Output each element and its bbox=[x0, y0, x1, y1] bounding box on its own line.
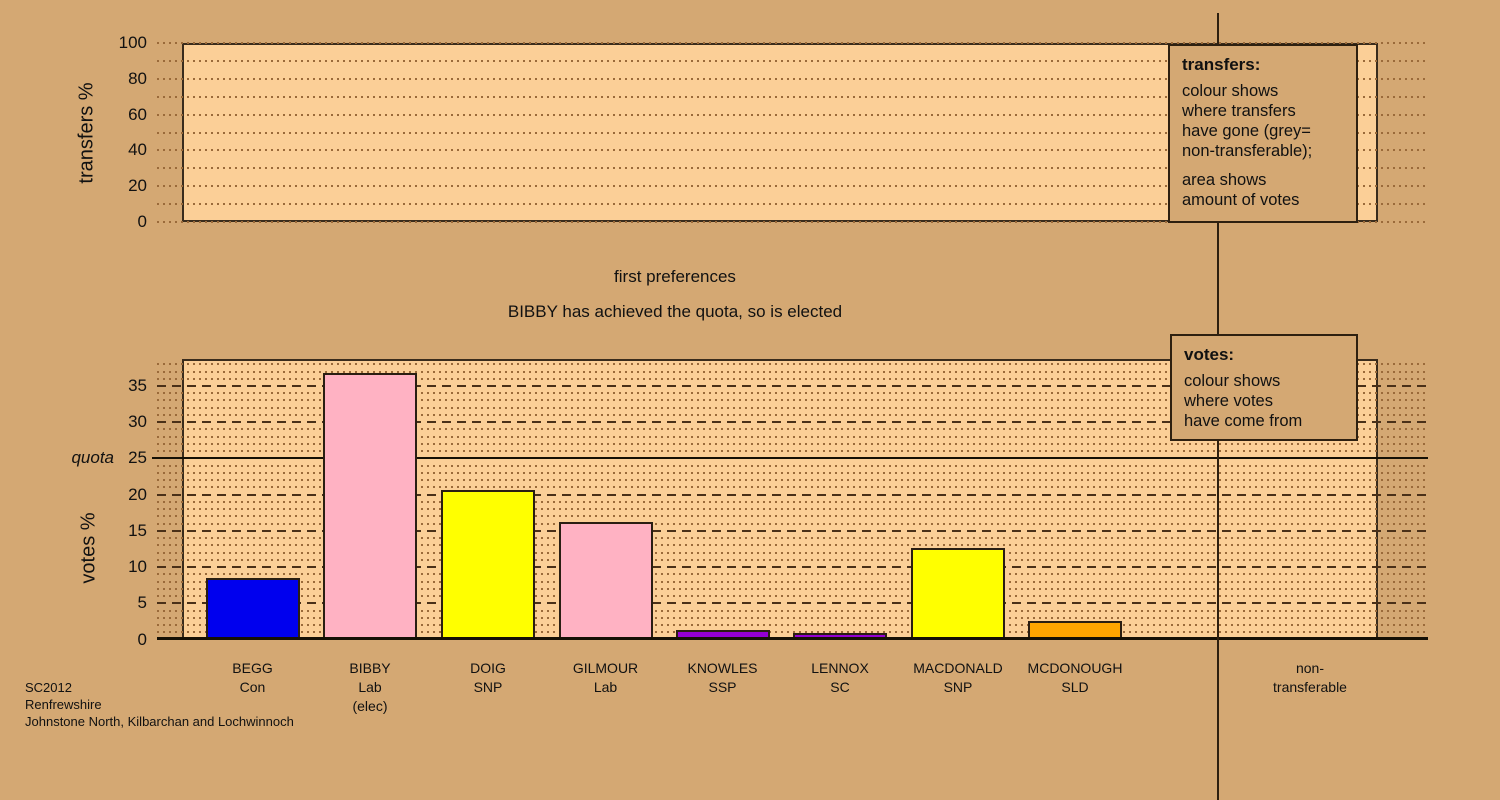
votes-minor-gridline bbox=[157, 392, 1428, 395]
votes-major-gridline bbox=[157, 384, 1428, 387]
votes-minor-gridline bbox=[157, 580, 1428, 583]
votes-minor-gridline bbox=[157, 471, 1428, 474]
votes-minor-gridline bbox=[157, 500, 1428, 503]
votes-minor-gridline bbox=[157, 450, 1428, 453]
category-label-gilmour: GILMOUR Lab bbox=[572, 660, 639, 695]
votes-minor-gridline bbox=[157, 631, 1428, 634]
votes-y-tick: 0 bbox=[137, 629, 147, 649]
category-label-knowles: KNOWLES SSP bbox=[687, 660, 758, 695]
votes-minor-gridline bbox=[157, 435, 1428, 438]
transfers-y-tick: 60 bbox=[128, 104, 147, 124]
transfers-gridline bbox=[157, 77, 1428, 80]
quota-label: quota bbox=[71, 448, 114, 467]
votes-minor-gridline bbox=[157, 515, 1428, 518]
bar-gilmour bbox=[558, 522, 653, 640]
votes-x-axis-line bbox=[157, 637, 1428, 640]
transfers-gridline bbox=[157, 203, 1428, 206]
votes-y-tick: 25 bbox=[128, 448, 147, 468]
transfers-y-tick: 100 bbox=[118, 33, 147, 52]
votes-y-tick: 20 bbox=[128, 484, 147, 504]
category-label-lennox: LENNOX SC bbox=[811, 660, 869, 695]
transfers-gridline bbox=[157, 149, 1428, 152]
bar-macdonald bbox=[911, 547, 1005, 640]
votes-minor-gridline bbox=[157, 573, 1428, 576]
votes-major-gridline bbox=[157, 529, 1428, 532]
votes-y-tick: 30 bbox=[128, 412, 147, 432]
votes-major-gridline bbox=[157, 421, 1428, 424]
stage-title: first preferences bbox=[614, 267, 736, 286]
transfers-y-tick: 80 bbox=[128, 68, 147, 88]
votes-minor-gridline bbox=[157, 508, 1428, 511]
transfers-gridline bbox=[157, 167, 1428, 170]
transfers-gridline bbox=[157, 185, 1428, 188]
transfers-gridline bbox=[157, 131, 1428, 134]
election-info-text: SC2012 Renfrewshire Johnstone North, Kil… bbox=[25, 680, 294, 729]
votes-minor-gridline bbox=[157, 537, 1428, 540]
votes-y-tick: 15 bbox=[128, 520, 147, 540]
votes-minor-gridline bbox=[157, 442, 1428, 445]
votes-legend-title: votes: bbox=[1184, 345, 1235, 364]
transfers-legend-text-2: area shows amount of votes bbox=[1182, 171, 1300, 209]
category-label-begg: BEGG Con bbox=[232, 660, 273, 695]
votes-minor-gridline bbox=[157, 464, 1428, 467]
category-label-macdonald: MACDONALD SNP bbox=[913, 660, 1003, 695]
stage-result-text: BIBBY has achieved the quota, so is elec… bbox=[507, 302, 843, 321]
votes-legend-box: votes: colour shows where votes have com… bbox=[1170, 334, 1358, 441]
votes-minor-gridline bbox=[157, 406, 1428, 409]
votes-minor-gridline bbox=[157, 616, 1428, 619]
votes-minor-gridline bbox=[157, 587, 1428, 590]
votes-major-gridline bbox=[157, 602, 1428, 605]
transfers-gridline bbox=[157, 221, 1428, 223]
transfers-gridline bbox=[157, 42, 1428, 44]
votes-minor-gridline bbox=[157, 624, 1428, 626]
transfers-gridline bbox=[157, 95, 1428, 98]
votes-major-gridline bbox=[157, 493, 1428, 496]
bar-begg bbox=[205, 577, 300, 640]
transfers-gridline bbox=[157, 113, 1428, 116]
transfers-y-tick: 20 bbox=[128, 176, 147, 196]
votes-minor-gridline bbox=[157, 413, 1428, 416]
transfers-y-axis-title: transfers % bbox=[75, 82, 98, 184]
votes-y-tick: 5 bbox=[137, 593, 147, 613]
votes-y-tick: 35 bbox=[128, 375, 147, 395]
votes-minor-gridline bbox=[157, 522, 1428, 525]
transfers-gridline bbox=[157, 59, 1428, 62]
votes-minor-gridline bbox=[157, 544, 1428, 547]
transfers-legend-title: transfers: bbox=[1182, 55, 1261, 74]
category-label-mcdonough: MCDONOUGH SLD bbox=[1027, 660, 1123, 695]
votes-minor-gridline bbox=[157, 595, 1428, 598]
votes-minor-gridline bbox=[157, 363, 1428, 366]
transfers-legend-text-1: colour shows where transfers have gone (… bbox=[1182, 82, 1313, 160]
votes-minor-gridline bbox=[157, 377, 1428, 380]
category-label-bibby: BIBBY Lab (elec) bbox=[349, 660, 391, 714]
votes-minor-gridline bbox=[157, 558, 1428, 561]
votes-minor-gridline bbox=[157, 486, 1428, 489]
votes-minor-gridline bbox=[157, 428, 1428, 431]
votes-major-gridline bbox=[157, 566, 1428, 569]
votes-legend-text: colour shows where votes have come from bbox=[1184, 372, 1303, 430]
transfers-legend-box: transfers: colour shows where transfers … bbox=[1168, 44, 1358, 223]
votes-minor-gridline bbox=[157, 551, 1428, 554]
votes-minor-gridline bbox=[157, 370, 1428, 373]
quota-line bbox=[152, 457, 1428, 460]
transfers-y-tick: 40 bbox=[128, 140, 147, 160]
bar-doig bbox=[441, 490, 535, 640]
votes-y-tick: 10 bbox=[128, 557, 147, 577]
votes-minor-gridline bbox=[157, 609, 1428, 612]
votes-minor-gridline bbox=[157, 479, 1428, 482]
category-label-doig: DOIG SNP bbox=[470, 660, 506, 695]
bar-bibby bbox=[323, 372, 417, 640]
transfers-y-tick: 0 bbox=[137, 212, 147, 231]
category-label-non: non- transferable bbox=[1273, 660, 1347, 695]
votes-minor-gridline bbox=[157, 399, 1428, 402]
